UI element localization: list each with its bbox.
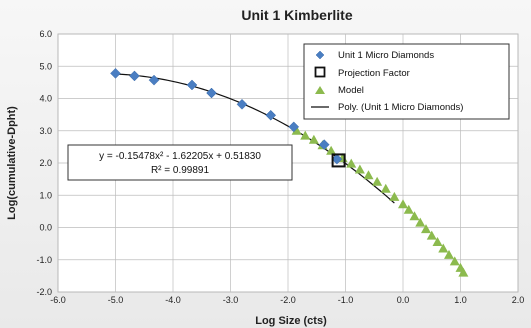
- model-point: [326, 145, 337, 155]
- x-axis-label: Log Size (cts): [255, 315, 327, 327]
- model-point: [300, 130, 311, 140]
- micro-diamond-point: [236, 98, 248, 110]
- y-axis-ticks: 6.0 5.0 4.0 3.0 2.0 1.0 0.0 -1.0 -2.0: [36, 29, 52, 297]
- model-point: [409, 211, 420, 221]
- model-point: [458, 267, 469, 277]
- projection-factor-series: [331, 153, 346, 168]
- y-tick-label: 0.0: [39, 223, 52, 233]
- model-point: [432, 237, 443, 247]
- model-point: [372, 176, 383, 186]
- x-tick-label: 2.0: [512, 295, 525, 305]
- x-tick-label: -6.0: [50, 295, 66, 305]
- model-point: [421, 224, 431, 234]
- legend-label: Poly. (Unit 1 Micro Diamonds): [338, 102, 463, 113]
- model-point: [291, 125, 302, 135]
- model-point: [363, 170, 374, 180]
- x-tick-label: -3.0: [223, 295, 239, 305]
- y-tick-label: 6.0: [39, 29, 52, 39]
- y-axis-label: Log(cumulative-Dpht): [6, 106, 18, 220]
- micro-diamond-point: [318, 139, 330, 150]
- model-point: [415, 217, 426, 227]
- equation-box: y = -0.15478x² - 1.62205x + 0.51830 R² =…: [67, 144, 293, 181]
- x-tick-label: 0.0: [397, 295, 410, 305]
- legend-box: [303, 43, 510, 120]
- micro-diamond-point: [148, 74, 160, 86]
- y-tick-label: 1.0: [39, 190, 52, 200]
- x-tick-label: -2.0: [280, 295, 296, 305]
- legend-item-micro-diamonds: Unit 1 Micro Diamonds: [315, 50, 434, 61]
- x-tick-label: -4.0: [165, 295, 181, 305]
- y-tick-label: 4.0: [39, 94, 52, 104]
- open-square-marker-icon: [314, 66, 326, 78]
- model-point: [346, 158, 357, 168]
- y-tick-label: 2.0: [39, 158, 52, 168]
- micro-diamond-point: [206, 87, 217, 99]
- model-point: [403, 204, 414, 214]
- chart-title: Unit 1 Kimberlite: [241, 7, 352, 23]
- model-point: [389, 191, 400, 201]
- model-point: [398, 199, 408, 209]
- micro-diamond-point: [186, 79, 198, 91]
- legend-item-model: Model: [315, 85, 364, 96]
- x-tick-label: -5.0: [108, 295, 124, 305]
- y-tick-label: 3.0: [39, 126, 52, 136]
- micro-diamond-point: [129, 70, 140, 82]
- x-tick-label: 1.0: [454, 295, 467, 305]
- equation-text: y = -0.15478x² - 1.62205x + 0.51830: [99, 151, 261, 162]
- micro-diamond-point: [110, 67, 121, 79]
- legend-label: Unit 1 Micro Diamonds: [338, 50, 434, 61]
- model-point: [426, 230, 437, 240]
- y-tick-label: -2.0: [36, 287, 52, 297]
- model-point: [308, 134, 319, 144]
- r-squared-text: R² = 0.99891: [151, 165, 210, 176]
- legend: Unit 1 Micro Diamonds Projection Factor …: [303, 43, 510, 120]
- x-axis-ticks: -6.0 -5.0 -4.0 -3.0 -2.0 -1.0 0.0 1.0 2.0: [50, 295, 524, 305]
- model-point: [380, 183, 391, 193]
- x-tick-label: -1.0: [338, 295, 354, 305]
- model-point: [449, 256, 460, 266]
- y-tick-label: -1.0: [36, 255, 52, 265]
- legend-item-poly: Poly. (Unit 1 Micro Diamonds): [311, 102, 463, 113]
- legend-item-projection-factor: Projection Factor: [314, 66, 410, 79]
- model-point: [444, 249, 454, 259]
- legend-label: Projection Factor: [338, 68, 410, 79]
- micro-diamonds-series: [110, 67, 343, 165]
- triangle-marker-icon: [315, 86, 325, 94]
- projection-factor-point: [331, 153, 346, 168]
- diamond-marker-icon: [315, 50, 325, 60]
- micro-diamond-point: [265, 109, 277, 121]
- y-tick-label: 5.0: [39, 61, 52, 71]
- legend-label: Model: [338, 85, 364, 96]
- micro-diamond-point: [288, 121, 300, 133]
- model-point: [354, 164, 365, 174]
- model-point: [438, 243, 449, 253]
